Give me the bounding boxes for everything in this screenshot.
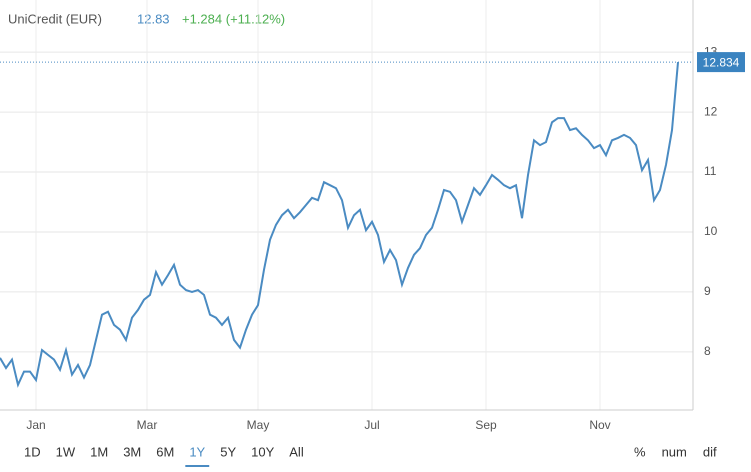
range-button[interactable]: 1D [24, 444, 41, 459]
range-button[interactable]: All [289, 444, 304, 459]
mode-button[interactable]: dif [703, 444, 717, 459]
y-tick-label: 9 [704, 284, 711, 298]
chart-title: UniCredit (EUR) [8, 11, 102, 26]
range-button[interactable]: 10Y [251, 444, 274, 459]
x-tick-label: Nov [589, 418, 610, 432]
range-button[interactable]: 6M [156, 444, 174, 459]
x-tick-label: Mar [137, 418, 158, 432]
range-button[interactable]: 1Y [189, 444, 205, 459]
x-tick-label: Jul [364, 418, 379, 432]
x-tick-label: Sep [475, 418, 497, 432]
range-button[interactable]: 1W [56, 444, 76, 459]
y-tick-label: 11 [704, 164, 717, 178]
mode-button[interactable]: % [634, 444, 646, 459]
y-tick-label: 12 [704, 104, 718, 118]
last-price-badge [697, 52, 745, 73]
y-tick-label: 10 [704, 224, 718, 238]
y-tick-label: 8 [704, 344, 711, 358]
change: +1.284 (+11.12%) [182, 11, 285, 26]
price-line [0, 62, 679, 388]
mode-button[interactable]: num [662, 444, 687, 459]
range-button[interactable]: 3M [123, 444, 141, 459]
x-tick-label: Jan [26, 418, 45, 432]
price: 12.83 [137, 11, 170, 26]
range-button[interactable]: 5Y [220, 444, 236, 459]
range-button[interactable]: 1M [90, 444, 108, 459]
last-price-label: 12.834 [703, 55, 740, 69]
x-tick-label: May [247, 418, 270, 432]
